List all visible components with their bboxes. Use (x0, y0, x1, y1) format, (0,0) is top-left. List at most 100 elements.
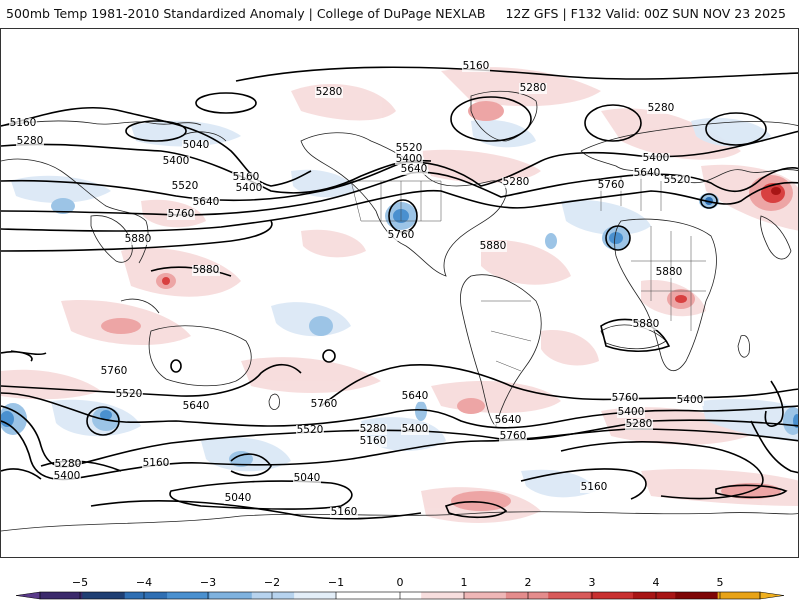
height-label-bg (676, 395, 704, 406)
colorbar-tick-label: 0 (397, 576, 404, 589)
model-run-info: 12Z GFS | F132 Valid: 00Z SUN NOV 23 202… (505, 6, 786, 21)
colorbar-segment (251, 592, 295, 599)
cold-anomaly-strong (1, 193, 798, 467)
colorbar-tick-label: 2 (525, 576, 532, 589)
height-label: 5400 (677, 394, 704, 406)
colorbar-tick-label: 5 (717, 576, 724, 589)
colorbar-svg: −5 −4 −3 −2 −1 0 1 2 3 4 5 (15, 576, 785, 600)
height-label-bg (462, 61, 490, 72)
height-label-bg (611, 393, 639, 404)
colorbar-tick-label: 1 (461, 576, 468, 589)
height-label-bg (16, 136, 44, 147)
colorbar-legend: −5 −4 −3 −2 −1 0 1 2 3 4 5 (0, 560, 800, 600)
height-label: 5640 (183, 400, 210, 412)
colorbar-segment (124, 592, 168, 599)
height-label-bg (625, 419, 653, 430)
height-label: 5400 (402, 423, 429, 435)
height-label: 5160 (581, 481, 608, 493)
height-label-bg (642, 153, 670, 164)
height-label: 5520 (297, 424, 324, 436)
height-label: 5880 (633, 318, 660, 330)
height-label-bg (647, 103, 675, 114)
height-label: 5400 (54, 470, 81, 482)
height-label-bg (167, 209, 195, 220)
height-label: 5880 (193, 264, 220, 276)
height-label-bg (235, 183, 263, 194)
height-label-bg (142, 458, 170, 469)
height-label: 5640 (401, 163, 428, 175)
height-label-bg (395, 143, 423, 154)
colorbar-segment (505, 592, 549, 599)
height-label-bg (617, 407, 645, 418)
height-label: 5760 (101, 365, 128, 377)
height-label-bg (182, 140, 210, 151)
height-label-bg (499, 431, 527, 442)
height-label: 5040 (225, 492, 252, 504)
colorbar-segment (632, 592, 676, 599)
colorbar-segment (294, 592, 337, 599)
height-label: 5760 (388, 229, 415, 241)
height-label-bg (401, 424, 429, 435)
height-label-bg (655, 267, 683, 278)
height-label-bg (580, 482, 608, 493)
colorbar-tick-label: −2 (264, 576, 280, 589)
colorbar-segment (463, 592, 507, 599)
height-label-bg (54, 459, 82, 470)
colorbar-tick-label: −5 (72, 576, 88, 589)
height-label-bg (479, 241, 507, 252)
height-label: 5280 (648, 102, 675, 114)
height-label: 5160 (463, 60, 490, 72)
height-label: 5400 (236, 182, 263, 194)
height-label-bg (182, 401, 210, 412)
height-label: 5640 (495, 414, 522, 426)
height-label: 5400 (163, 155, 190, 167)
height-label: 5520 (396, 142, 423, 154)
height-label: 5280 (360, 423, 387, 435)
colorbar-segment (40, 592, 83, 599)
height-label: 5160 (143, 457, 170, 469)
colorbar-tick-label: 3 (589, 576, 596, 589)
height-label: 5160 (233, 171, 260, 183)
height-label: 5040 (183, 139, 210, 151)
height-label: 5400 (618, 406, 645, 418)
height-label-bg (359, 424, 387, 435)
height-label-bg (171, 181, 199, 192)
height-label: 5400 (643, 152, 670, 164)
height-label-bg (100, 366, 128, 377)
closed-low-atlantic (605, 225, 631, 251)
colorbar-segment (421, 592, 465, 599)
colorbar-segment (717, 592, 761, 599)
colorbar-segment (209, 592, 253, 599)
map-panel[interactable]: 5160 5280 5280 5280 5160 5400 5040 5280 5520 5160… (0, 28, 799, 558)
map-title: 500mb Temp 1981-2010 Standardized Anomal… (6, 6, 486, 21)
height-label: 5640 (634, 167, 661, 179)
height-label-bg (502, 177, 530, 188)
height-label-bg (310, 399, 338, 410)
height-label-bg (124, 234, 152, 245)
height-label-bg (296, 425, 324, 436)
height-label-bg (633, 168, 661, 179)
colorbar-tick-label: −3 (200, 576, 216, 589)
height-label-bg (162, 156, 190, 167)
height-label: 5760 (500, 430, 527, 442)
height-label: 5280 (316, 86, 343, 98)
height-label: 5880 (656, 266, 683, 278)
height-label-bg (192, 197, 220, 208)
colorbar-segment (590, 592, 634, 599)
height-label: 5880 (480, 240, 507, 252)
height-label: 5760 (612, 392, 639, 404)
height-label: 5280 (520, 82, 547, 94)
height-label-bg (224, 493, 252, 504)
height-label-bg (315, 87, 343, 98)
height-label-bg (597, 180, 625, 191)
colorbar-min-arrow (15, 591, 41, 600)
height-label: 5760 (598, 179, 625, 191)
colorbar-segment (675, 592, 719, 599)
height-label-bg (115, 389, 143, 400)
height-label: 5040 (294, 472, 321, 484)
height-label: 5520 (116, 388, 143, 400)
height-label: 5640 (193, 196, 220, 208)
height-label: 5520 (172, 180, 199, 192)
